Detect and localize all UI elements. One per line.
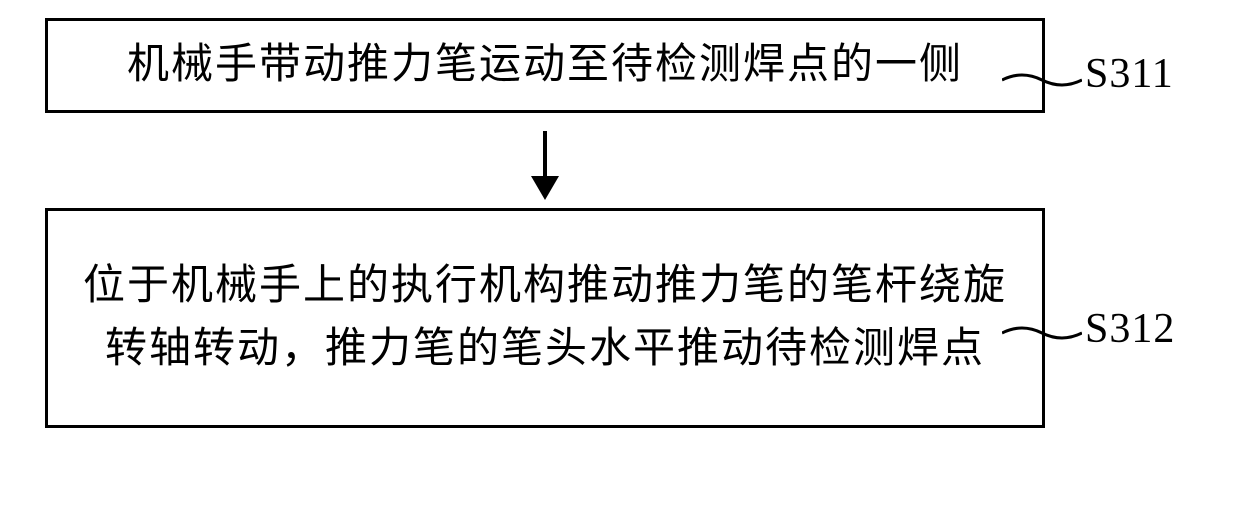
label-connector	[1002, 318, 1082, 348]
flowchart-step-box: 机械手带动推力笔运动至待检测焊点的一侧	[45, 18, 1045, 113]
label-connector	[1002, 65, 1082, 95]
step-text: 机械手带动推力笔运动至待检测焊点的一侧	[107, 24, 983, 107]
arrow-head-icon	[531, 176, 559, 200]
step-label: S312	[1085, 305, 1175, 353]
step-label: S311	[1085, 50, 1174, 98]
flow-arrow	[45, 113, 1045, 208]
flowchart-step-box: 位于机械手上的执行机构推动推力笔的笔杆绕旋转轴转动，推力笔的笔头水平推动待检测焊…	[45, 208, 1045, 428]
step-text: 位于机械手上的执行机构推动推力笔的笔杆绕旋转轴转动，推力笔的笔头水平推动待检测焊…	[48, 245, 1042, 391]
